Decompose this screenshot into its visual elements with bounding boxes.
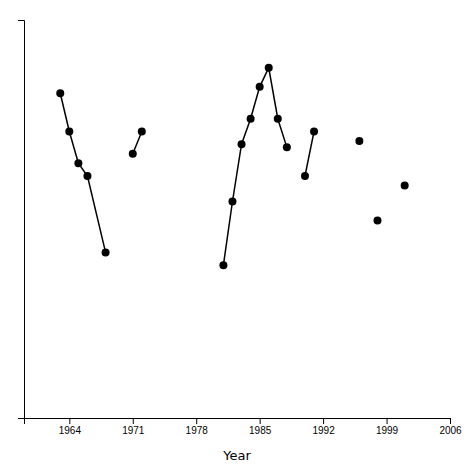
x-tick-label: 1999 [376,425,399,436]
point [74,159,82,167]
point [256,83,264,91]
point [83,172,91,180]
line [60,93,105,252]
x-tick-mark [196,418,197,424]
x-axis-title: Year [222,448,251,463]
point [138,127,146,135]
point [310,127,318,135]
y-axis-line [18,21,25,419]
marks [56,64,408,269]
point [219,261,227,269]
x-tick: 2006 [439,418,462,436]
point [56,89,64,97]
point [401,182,409,190]
point [247,115,255,123]
x-tick-mark [133,418,134,424]
point [129,150,137,158]
x-tick-mark [69,418,70,424]
x-tick-label: 1978 [186,425,209,436]
point [228,197,236,205]
line [223,68,286,265]
x-tick: 1978 [186,418,209,436]
x-tick-label: 1985 [249,425,272,436]
point [301,172,309,180]
line [305,131,314,176]
x-tick-label: 1992 [312,425,335,436]
x-tick-label: 1971 [122,425,145,436]
y-axis [18,21,25,419]
point [274,115,282,123]
point [373,217,381,225]
x-tick: 1985 [249,418,272,436]
x-tick-mark [323,418,324,424]
point [238,140,246,148]
point [265,64,273,72]
plot: 1964 1971 1978 1985 1992 1999 2006 [18,21,462,437]
x-tick: 1971 [122,418,145,436]
point [355,137,363,145]
x-tick: 1964 [59,418,82,436]
x-tick: 1999 [376,418,399,436]
x-axis-line [25,419,451,425]
x-tick-mark [450,418,451,424]
chart: 1964 1971 1978 1985 1992 1999 2006 Year [0,0,474,474]
point [102,248,110,256]
x-tick-mark [387,418,388,424]
x-tick-label: 2006 [439,425,462,436]
point [283,143,291,151]
x-tick: 1992 [312,418,335,436]
x-tick-mark [260,418,261,424]
x-tick-label: 1964 [59,425,82,436]
x-axis: 1964 1971 1978 1985 1992 1999 2006 [25,418,463,436]
point [65,127,73,135]
